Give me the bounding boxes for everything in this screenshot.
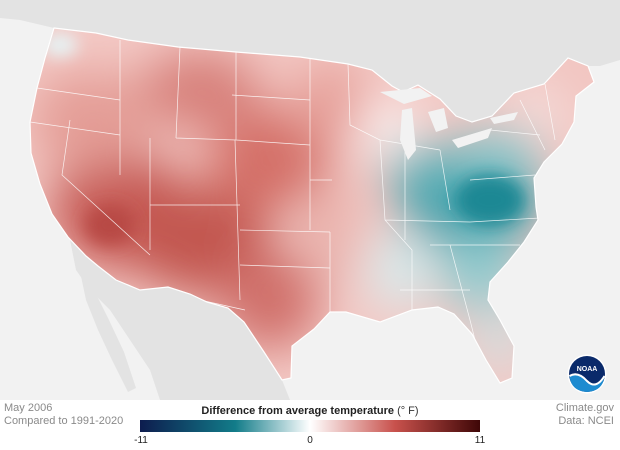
noaa-logo-text: NOAA xyxy=(577,366,598,373)
legend-title: Difference from average temperature (° F… xyxy=(140,405,480,417)
us-outline xyxy=(29,27,595,384)
map-credits: Climate.gov Data: NCEI xyxy=(556,402,614,428)
noaa-logo: NOAA xyxy=(567,354,607,394)
temperature-anomaly-map xyxy=(0,0,620,400)
mexico-landmass xyxy=(70,240,290,400)
baja-peninsula xyxy=(78,262,136,392)
map-date-info: May 2006 Compared to 1991-2020 xyxy=(4,402,123,428)
canada-landmass xyxy=(0,0,620,122)
great-lakes xyxy=(380,88,518,160)
map-period: May 2006 xyxy=(4,402,53,414)
state-borders xyxy=(30,40,556,361)
credit-data-source: Data: NCEI xyxy=(558,415,614,427)
legend-colorbar xyxy=(140,420,480,432)
legend-min-label: -11 xyxy=(134,435,148,446)
legend-mid-label: 0 xyxy=(307,435,313,446)
map-baseline: Compared to 1991-2020 xyxy=(4,415,124,427)
legend-unit: (° F) xyxy=(397,405,419,417)
legend-max-label: 11 xyxy=(474,435,486,446)
credit-climate-gov: Climate.gov xyxy=(555,402,614,414)
legend-title-text: Difference from average temperature xyxy=(201,405,394,417)
colorbar-gradient xyxy=(140,420,480,432)
